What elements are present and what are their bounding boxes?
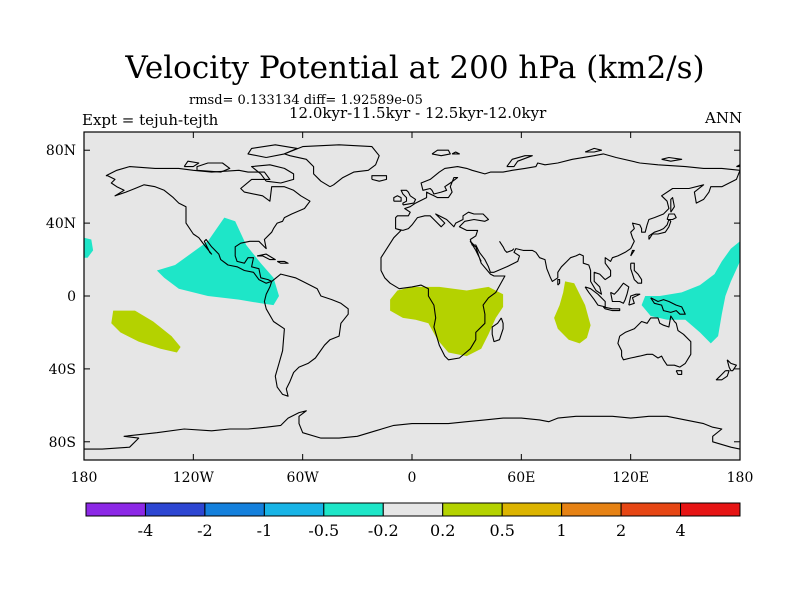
x-tick-label: 120W (173, 470, 215, 486)
coast-ellesmere-island (247, 144, 298, 159)
coastlines (84, 144, 740, 450)
colorbar-swatch (382, 502, 444, 517)
x-tick-label: 180 (71, 470, 98, 486)
colorbar: -4 -2 -1 -0.5 -0.2 0.2 0.5 1 2 4 (85, 502, 741, 540)
axis-ticks: 180 120W 60W 0 60E 120E 180 80N 40N 0 40S 80S (46, 132, 753, 486)
coast-wrangel-island (736, 164, 740, 168)
periods-line: 12.0kyr-11.5kyr - 12.5kyr-12.0kyr (289, 104, 547, 122)
region-indian-ocean-positive (554, 281, 591, 344)
coast-philippines (630, 262, 643, 284)
coast-sri-lanka (557, 279, 561, 286)
y-tick-label: 40N (46, 216, 76, 232)
coast-java (602, 306, 621, 312)
coast-sakhalin (670, 197, 675, 213)
coast-spitsbergen-east (451, 151, 460, 155)
colorbar-swatch (323, 502, 384, 517)
coast-afro-eurasia (380, 153, 740, 361)
coast-new-zealand-north (726, 359, 737, 372)
colorbar-swatch (442, 502, 503, 517)
coast-hispaniola (276, 260, 289, 264)
x-tick-label: 0 (408, 470, 417, 486)
colorbar-swatch (620, 502, 682, 517)
coast-new-guinea (650, 297, 686, 315)
colorbar-label: -0.2 (368, 521, 399, 540)
x-tick-label: 120E (612, 470, 649, 486)
coast-cuba (256, 253, 276, 261)
y-tick-label: 40S (49, 362, 76, 378)
coast-north-america (105, 166, 311, 284)
coast-taiwan (630, 249, 635, 257)
colorbar-label: -1 (257, 521, 273, 540)
map-title: Velocity Potential at 200 hPa (km2/s) (125, 50, 705, 86)
coast-new-siberian-islands (661, 156, 683, 162)
x-tick-label: 180 (727, 470, 754, 486)
colorbar-swatch (501, 502, 563, 517)
colorbar-label: 4 (675, 521, 685, 540)
region-south-pacific-positive (111, 310, 181, 353)
coast-tasmania (675, 370, 683, 375)
coast-south-america (263, 273, 349, 397)
coast-hokkaido (666, 213, 677, 221)
y-tick-label: 0 (67, 289, 76, 305)
colorbar-swatch (680, 502, 741, 517)
colorbar-label: 1 (557, 521, 567, 540)
contour-regions (84, 217, 740, 357)
coast-iceland (371, 175, 388, 182)
coast-new-zealand-south (715, 370, 730, 381)
region-africa-positive (390, 286, 504, 357)
coast-arabian-gulf (499, 240, 515, 253)
stats-line: rmsd= 0.133134 diff= 1.92589e-05 (189, 93, 423, 108)
colorbar-swatch (85, 502, 146, 517)
coast-svalbard (431, 149, 451, 157)
experiment-label: Expt = tejuh-tejth (82, 111, 219, 129)
y-tick-label: 80N (46, 143, 76, 159)
region-west-pacific-negative (641, 241, 740, 344)
y-tick-label: 80S (49, 435, 76, 451)
coast-australia (617, 315, 692, 368)
region-dateline-west-negative (84, 237, 94, 258)
colorbar-label: -2 (197, 521, 213, 540)
coast-madagascar (491, 317, 504, 343)
coast-banks-island (183, 160, 200, 168)
coast-baffin-island (251, 164, 295, 184)
coast-great-britain (400, 189, 417, 206)
coast-novaya-zemlya (506, 155, 533, 168)
coast-severnaya-zemlya (584, 147, 603, 153)
colorbar-label: 2 (616, 521, 626, 540)
colorbar-swatch (204, 502, 265, 517)
colorbar-label: 0.5 (489, 521, 514, 540)
colorbar-swatch (144, 502, 206, 517)
region-east-pacific-negative (156, 217, 279, 306)
coast-victoria-island (196, 162, 231, 173)
season-label: ANN (705, 109, 743, 127)
x-tick-label: 60W (287, 470, 320, 486)
coast-ireland (393, 195, 402, 202)
colorbar-swatch (561, 502, 622, 517)
coast-greenland (283, 144, 380, 188)
colorbar-swatch (263, 502, 325, 517)
colorbar-label: 0.2 (430, 521, 455, 540)
coast-sulawesi (628, 293, 641, 306)
x-tick-label: 60E (507, 470, 535, 486)
colorbar-label: -0.5 (308, 521, 339, 540)
colorbar-label: -4 (138, 521, 154, 540)
coast-borneo (610, 282, 630, 304)
coast-antarctica (84, 410, 740, 450)
